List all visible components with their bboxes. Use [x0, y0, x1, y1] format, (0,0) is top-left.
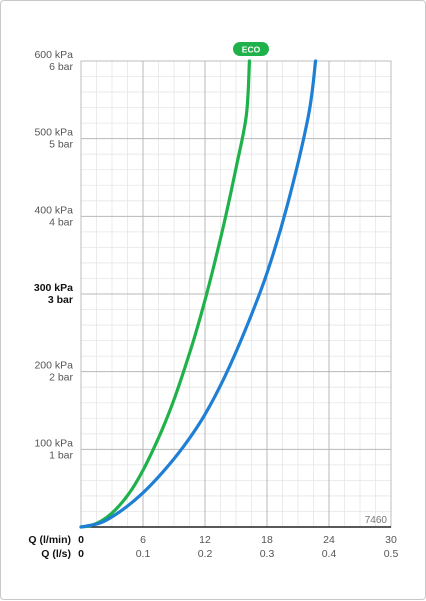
y-tick-label: 200 kPa: [34, 360, 73, 372]
eco-badge-background: [233, 42, 269, 56]
x-axis-title: Q (l/min): [28, 534, 71, 546]
y-tick-label: 400 kPa: [34, 204, 73, 216]
y-tick-label-secondary: 4 bar: [49, 216, 73, 228]
y-tick-label: 500 kPa: [34, 127, 73, 139]
y-tick-label-secondary: 6 bar: [49, 61, 73, 73]
y-tick-label: 300 kPa: [34, 282, 73, 294]
chart-code: 7460: [365, 515, 388, 526]
y-tick-label-secondary: 5 bar: [49, 139, 73, 151]
x-tick-label: 6: [140, 534, 146, 546]
x-tick-label-secondary: 0.5: [384, 548, 399, 560]
x-axis-labels: 0 0 6 0.1 12 0.2 18 0.3 24 0.4 30 0.5: [78, 534, 398, 560]
y-tick-label-secondary: 2 bar: [49, 372, 73, 384]
x-tick-label-secondary: 0: [78, 548, 84, 560]
x-tick-label-secondary: 0.4: [322, 548, 337, 560]
x-tick-label: 12: [199, 534, 211, 546]
eco-badge-text: ECO: [242, 45, 261, 55]
eco-badge: ECO: [233, 42, 269, 56]
x-tick-label-secondary: 0.2: [198, 548, 213, 560]
y-tick-label-secondary: 3 bar: [48, 294, 73, 306]
y-tick-label: 600 kPa: [34, 49, 73, 61]
x-tick-label: 24: [323, 534, 335, 546]
x-axis-title-secondary: Q (l/s): [41, 548, 71, 560]
x-tick-label-secondary: 0.1: [136, 548, 151, 560]
x-tick-label: 30: [385, 534, 397, 546]
series-line-1: [79, 59, 252, 529]
x-tick-label: 0: [78, 534, 84, 546]
series-line-2: [79, 59, 318, 529]
x-tick-label-secondary: 0.3: [260, 548, 275, 560]
y-tick-label-secondary: 1 bar: [49, 449, 73, 461]
y-tick-label: 100 kPa: [34, 437, 73, 449]
x-tick-label: 18: [261, 534, 273, 546]
series-group: [79, 59, 318, 529]
